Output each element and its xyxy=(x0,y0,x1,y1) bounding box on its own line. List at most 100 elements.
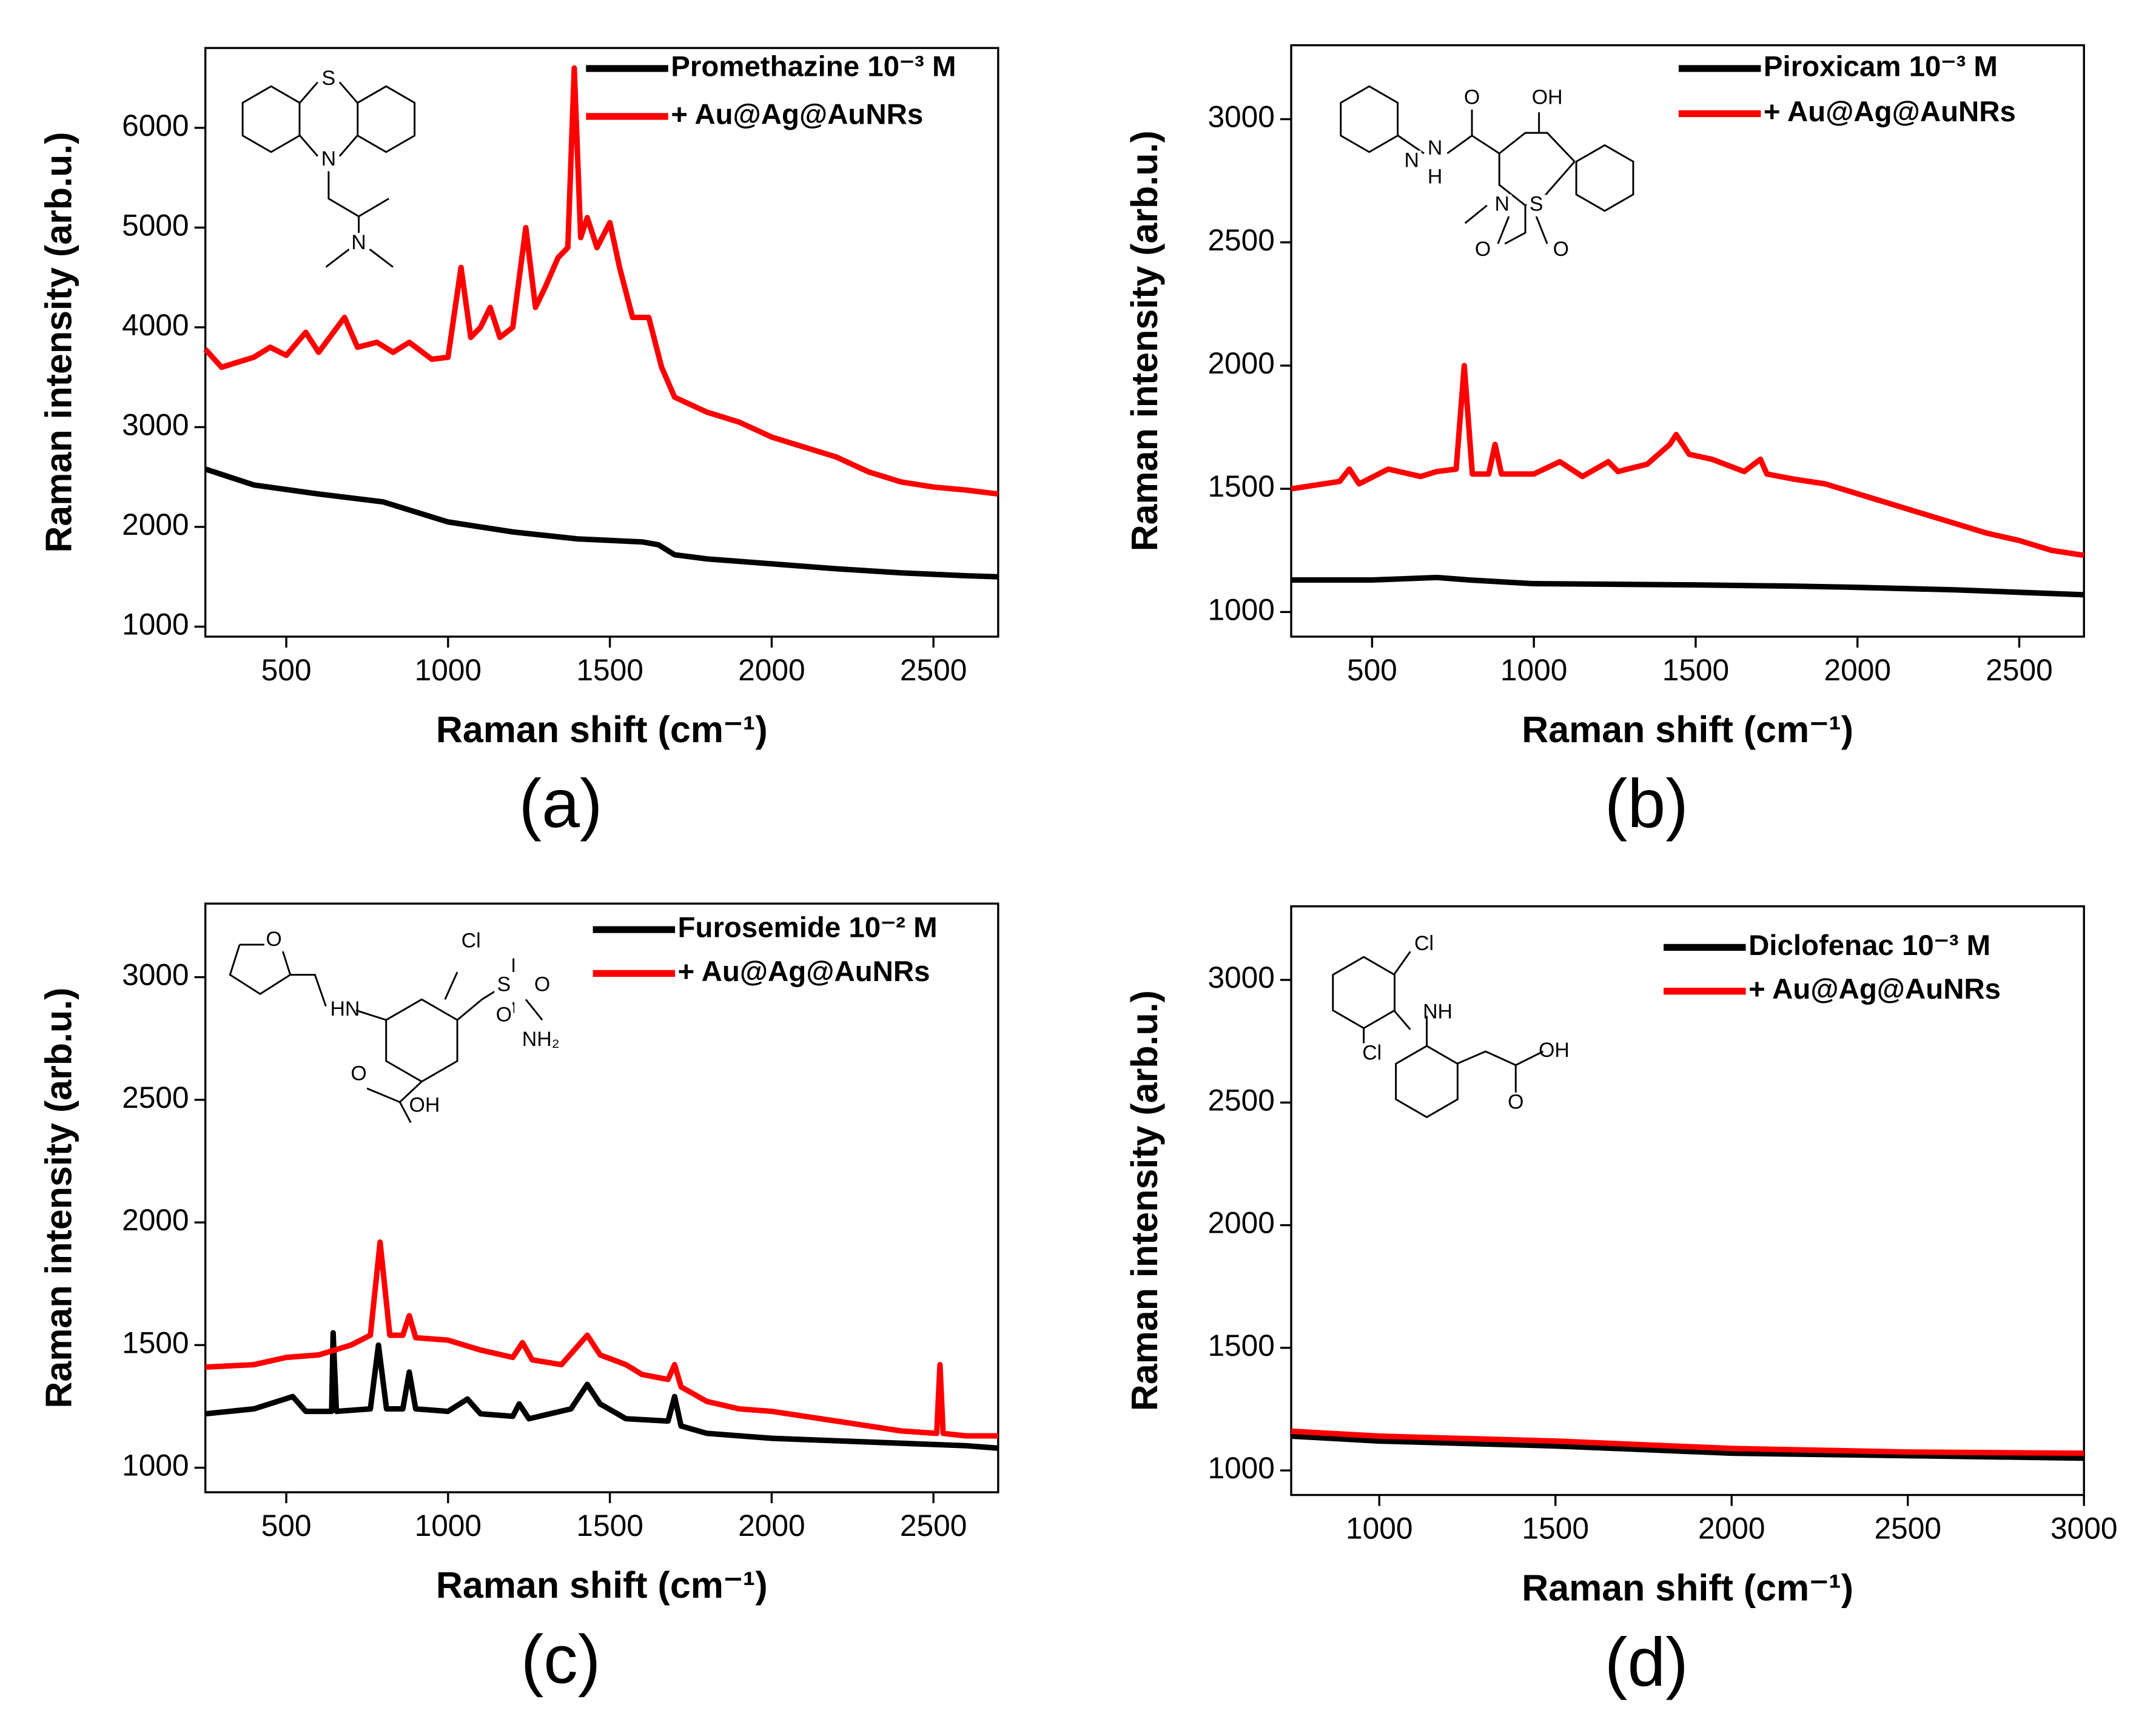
x-axis-title: Raman shift (cm⁻¹) xyxy=(1522,709,1853,750)
x-tick-label: 2000 xyxy=(1698,1511,1765,1545)
x-tick-label: 500 xyxy=(1347,653,1397,687)
atom-label: OH xyxy=(1532,86,1563,109)
x-tick-label: 3000 xyxy=(2050,1511,2117,1545)
atom-label: O xyxy=(496,1003,512,1026)
spectrum-line xyxy=(1291,1433,2084,1461)
atom-label: S xyxy=(1530,193,1543,216)
atom-label: NH₂ xyxy=(522,1028,560,1051)
x-tick-label: 1000 xyxy=(1346,1511,1412,1545)
spectrum-line xyxy=(1291,574,2084,598)
structure-bond xyxy=(299,81,318,104)
x-tick-label: 2000 xyxy=(738,1509,805,1543)
y-tick-label: 3000 xyxy=(122,958,189,992)
atom-label: N xyxy=(321,147,336,170)
atom-bg xyxy=(1425,167,1445,189)
atom-bg xyxy=(1551,240,1571,262)
structure-bond xyxy=(325,248,350,268)
atom-label: O xyxy=(1475,238,1491,261)
y-tick-label: 1000 xyxy=(1207,1451,1274,1485)
structure-bond xyxy=(1397,135,1425,155)
atom-bg xyxy=(1544,1040,1564,1063)
structure-bond xyxy=(398,1101,412,1124)
structure-ring xyxy=(1340,85,1399,153)
x-tick-label: 1500 xyxy=(576,653,643,687)
atom-label: O xyxy=(1553,238,1569,261)
y-tick-label: 2000 xyxy=(122,1203,189,1237)
y-tick-label: 2500 xyxy=(1207,1083,1274,1117)
legend-label: Diclofenac 10⁻³ M xyxy=(1748,930,1990,962)
atom-bg xyxy=(1473,240,1493,262)
x-tick-label: 1000 xyxy=(415,653,482,687)
structure-bond xyxy=(1393,951,1411,976)
panel-label: (a) xyxy=(519,765,603,842)
atom-bg xyxy=(415,1095,434,1118)
structure-ring xyxy=(385,998,458,1083)
atom-label: N xyxy=(1494,193,1509,216)
plot-frame xyxy=(204,47,999,638)
atom-bg xyxy=(1506,1092,1526,1114)
x-tick-label: 500 xyxy=(261,1509,312,1543)
y-tick-label: 1000 xyxy=(122,608,189,642)
structure-bond xyxy=(338,135,358,157)
y-tick-label: 3000 xyxy=(122,408,189,442)
structure-ring xyxy=(357,85,416,153)
legend-label: Promethazine 10⁻³ M xyxy=(671,51,956,83)
panel-label: (c) xyxy=(521,1621,601,1697)
atom-label: OH xyxy=(409,1093,440,1116)
atom-bg xyxy=(349,232,369,255)
x-tick-label: 1000 xyxy=(1500,653,1567,687)
atom-label: Cl xyxy=(1362,1041,1382,1064)
y-tick-label: 1500 xyxy=(122,1325,189,1359)
x-tick-label: 2000 xyxy=(1824,653,1890,687)
structure-bond xyxy=(366,1087,400,1103)
legend-label: Piroxicam 10⁻³ M xyxy=(1764,51,1998,83)
structure-bond xyxy=(1535,216,1548,244)
structure-bond xyxy=(444,971,458,1000)
panel: 1000 2000 3000 4000 5000 6000 500 1000 1500 2000 2… xyxy=(38,47,999,842)
y-tick-label: 2500 xyxy=(1207,223,1274,257)
y-tick-label: 4000 xyxy=(122,308,189,342)
atom-label: N xyxy=(1404,149,1419,172)
atom-bg xyxy=(1428,1002,1448,1024)
atom-label: Cl xyxy=(462,929,481,952)
x-axis-title: Raman shift (cm⁻¹) xyxy=(436,709,768,750)
x-axis-title: Raman shift (cm⁻¹) xyxy=(1522,1567,1853,1609)
x-tick-label: 1500 xyxy=(576,1509,643,1543)
y-axis-title: Raman intensity (arb.u.) xyxy=(38,132,79,552)
structure-bond xyxy=(1504,205,1526,245)
y-tick-label: 1000 xyxy=(122,1449,189,1483)
legend-label: Furosemide 10⁻² M xyxy=(678,912,938,944)
structure-bond xyxy=(399,1081,423,1103)
atom-bg xyxy=(1462,87,1482,110)
x-axis-title: Raman shift (cm⁻¹) xyxy=(436,1564,768,1606)
atom-bg xyxy=(1537,87,1557,110)
structure-bond xyxy=(299,135,318,157)
atom-bg xyxy=(531,1029,551,1052)
atom-label: O xyxy=(1508,1091,1523,1114)
structure-bond xyxy=(229,943,292,995)
atom-label: HN xyxy=(330,997,360,1020)
atom-bg xyxy=(1414,933,1434,956)
y-tick-label: 2500 xyxy=(122,1081,189,1114)
x-tick-label: 1000 xyxy=(415,1509,482,1543)
y-axis-title: Raman intensity (arb.u.) xyxy=(1124,990,1165,1411)
atom-label: N xyxy=(351,231,366,254)
x-tick-label: 1500 xyxy=(1662,653,1729,687)
spectrum-line xyxy=(205,1239,998,1439)
panel: 1000 1500 2000 2500 3000 500 1000 1500 2000 2500 R… xyxy=(1124,44,2085,842)
x-tick-label: 2500 xyxy=(1986,653,2052,687)
x-tick-label: 2500 xyxy=(1874,1511,1941,1545)
panel: 1000 1500 2000 2500 3000 500 1000 1500 2000 2500 R… xyxy=(38,902,999,1697)
atom-label: NH xyxy=(1423,1000,1453,1024)
x-tick-label: 500 xyxy=(261,653,312,687)
atom-label: S xyxy=(497,973,511,996)
legend-label: + Au@Ag@AuNRs xyxy=(1764,96,2016,128)
y-tick-label: 1000 xyxy=(1207,592,1274,626)
x-tick-label: 2500 xyxy=(900,1509,967,1543)
structure-ring xyxy=(1332,956,1395,1030)
structure-bond xyxy=(358,198,389,218)
panel-label: (d) xyxy=(1605,1624,1688,1700)
y-tick-label: 1500 xyxy=(1207,469,1274,503)
atom-label: OH xyxy=(1539,1039,1570,1062)
